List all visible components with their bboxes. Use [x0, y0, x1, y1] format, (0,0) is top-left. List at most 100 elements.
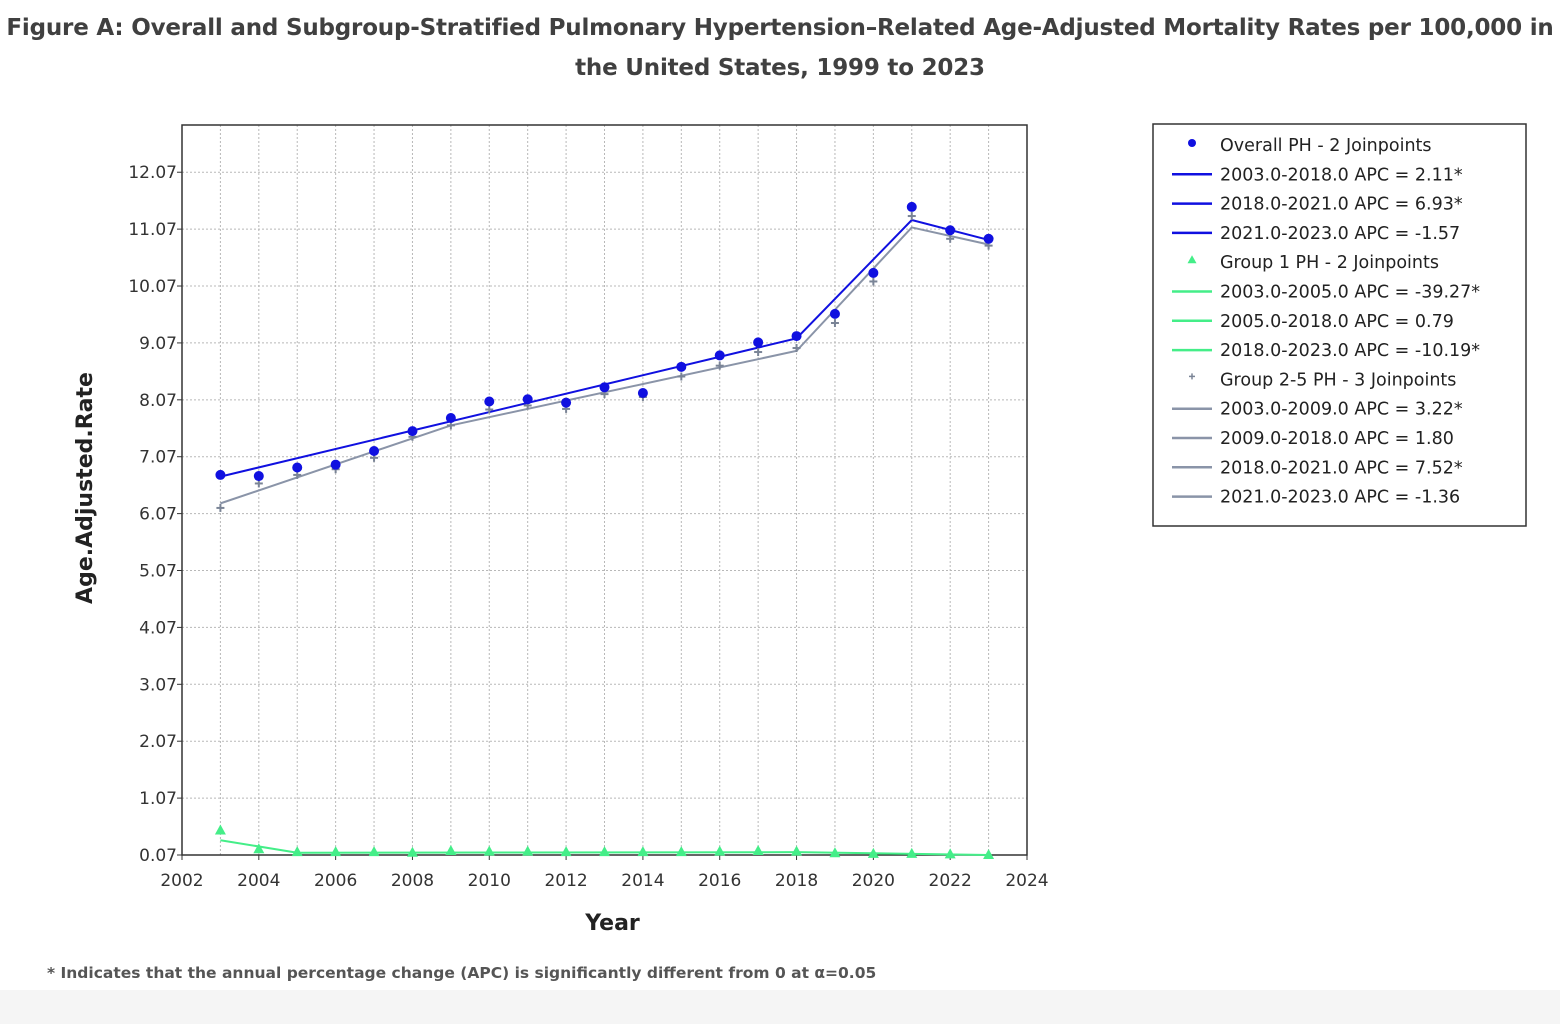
group1-point — [522, 845, 534, 856]
group25-point — [754, 348, 763, 357]
group1-point — [599, 846, 610, 857]
y-tick-label: 1.07 — [139, 789, 177, 809]
overall-point — [407, 426, 418, 437]
y-tick-label: 10.07 — [128, 277, 177, 297]
group1-point — [291, 846, 303, 857]
group1-point — [483, 845, 495, 856]
overall-point — [983, 233, 994, 244]
legend-label: 2003.0-2009.0 APC = 3.22* — [1220, 400, 1463, 420]
figure-title: Figure A: Overall and Subgroup-Stratifie… — [6, 15, 1554, 81]
y-tick-label: 6.07 — [139, 505, 177, 525]
axes — [177, 124, 1028, 860]
group25-point — [946, 234, 955, 243]
group1-point — [714, 845, 726, 856]
group1-point — [253, 843, 265, 854]
y-tick-label: 12.07 — [128, 163, 177, 183]
overall-point — [292, 462, 303, 473]
group1-point — [791, 845, 803, 856]
significance-footnote: * Indicates that the annual percentage c… — [47, 964, 877, 982]
legend-label: Overall PH - 2 Joinpoints — [1220, 136, 1432, 156]
y-tick-label: 0.07 — [139, 846, 177, 866]
y-axis-title: Age.Adjusted.Rate — [73, 372, 98, 604]
overall-point — [676, 361, 687, 372]
overall-point — [906, 201, 917, 212]
group1-point — [752, 845, 764, 856]
overall-point — [522, 394, 533, 405]
x-tick-label: 2002 — [160, 871, 203, 891]
legend-label: 2021.0-2023.0 APC = -1.57 — [1220, 224, 1460, 244]
y-tick-label: 8.07 — [139, 391, 177, 411]
group1-point — [214, 824, 226, 835]
x-tick-label: 2020 — [852, 871, 895, 891]
grid-lines — [182, 125, 1027, 855]
group25-point — [485, 405, 494, 414]
group1-point — [829, 847, 841, 858]
overall-point — [445, 413, 456, 424]
group1-point — [560, 846, 572, 857]
group25-point — [677, 372, 686, 381]
y-tick-label: 3.07 — [139, 675, 177, 695]
group25-point — [830, 319, 839, 328]
legend-label: 2018.0-2021.0 APC = 7.52* — [1220, 458, 1463, 478]
legend-circle-icon — [1188, 139, 1196, 147]
legend-label: Group 1 PH - 2 Joinpoints — [1220, 253, 1439, 273]
x-tick-label: 2010 — [468, 871, 511, 891]
axis-labels: 2002 2004 2006 2008 2010 2012 2014 2016 2018 2020… — [73, 163, 1049, 936]
group25-point — [869, 277, 878, 286]
legend-label: Group 2-5 PH - 3 Joinpoints — [1220, 370, 1456, 390]
joinpoint-chart: 2002 2004 2006 2008 2010 2012 2014 2016 2018 2020… — [73, 123, 1527, 936]
overall-point — [484, 396, 495, 407]
y-tick-label: 2.07 — [139, 732, 177, 752]
legend-plus-icon — [1189, 373, 1195, 380]
legend-label: 2005.0-2018.0 APC = 0.79 — [1220, 312, 1454, 332]
y-tick-label: 5.07 — [139, 562, 177, 582]
legend-label: 2018.0-2021.0 APC = 6.93* — [1220, 195, 1463, 215]
group1-point — [406, 846, 418, 857]
bottom-strip — [0, 990, 1560, 1024]
x-tick-label: 2014 — [621, 871, 664, 891]
overall-point — [637, 387, 648, 398]
group1-point — [445, 845, 457, 856]
group25-point — [715, 361, 724, 370]
overall-point — [369, 446, 380, 457]
y-tick-label: 9.07 — [139, 334, 177, 354]
y-tick-label: 4.07 — [139, 618, 177, 638]
legend-label: 2009.0-2018.0 APC = 1.80 — [1220, 429, 1454, 449]
group1-point — [867, 847, 879, 858]
overall-point — [829, 308, 840, 319]
group1-point — [637, 846, 649, 857]
overall-point — [791, 331, 802, 342]
group1-point — [330, 846, 342, 857]
x-tick-label: 2018 — [775, 871, 818, 891]
x-tick-label: 2004 — [237, 871, 280, 891]
legend-label: 2018.0-2023.0 APC = -10.19* — [1220, 341, 1480, 361]
group1-point — [944, 848, 956, 859]
x-tick-label: 2024 — [1005, 871, 1048, 891]
overall-point — [561, 397, 572, 408]
overall-point — [215, 469, 226, 480]
x-tick-label: 2016 — [698, 871, 741, 891]
y-tick-label: 11.07 — [128, 220, 177, 240]
group1-point — [906, 847, 918, 858]
group1-point — [368, 846, 380, 857]
group25-point — [216, 503, 225, 512]
legend-label: 2003.0-2005.0 APC = -39.27* — [1220, 283, 1480, 303]
y-tick-label: 7.07 — [139, 448, 177, 468]
overall-point — [330, 459, 341, 470]
overall-point — [714, 350, 725, 361]
overall-point — [599, 382, 610, 393]
group25-point — [907, 212, 916, 221]
data-points — [214, 201, 995, 859]
overall-point — [945, 225, 956, 236]
group1-point — [675, 846, 687, 857]
x-tick-label: 2006 — [314, 871, 357, 891]
group1-point — [983, 849, 995, 859]
overall-point — [868, 267, 879, 278]
legend-label: 2021.0-2023.0 APC = -1.36 — [1220, 488, 1460, 508]
legend-label: 2003.0-2018.0 APC = 2.11* — [1220, 165, 1463, 185]
x-axis-title: Year — [584, 911, 640, 936]
legend-triangle-icon — [1187, 255, 1197, 264]
x-tick-label: 2012 — [544, 871, 587, 891]
legend-box — [1152, 123, 1527, 527]
group25-point — [792, 344, 801, 353]
